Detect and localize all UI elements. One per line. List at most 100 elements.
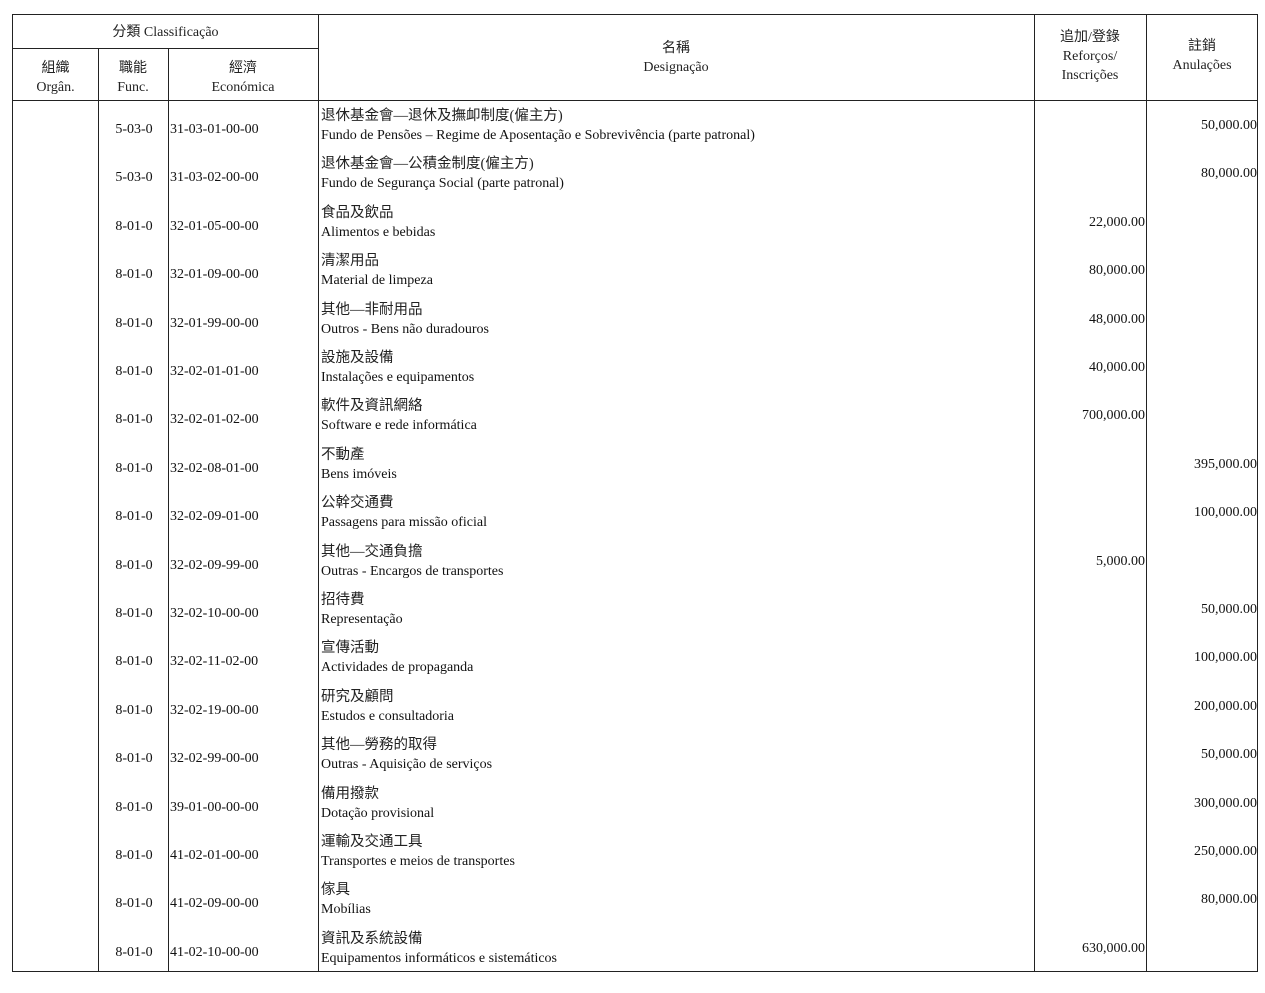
divider bbox=[98, 49, 99, 971]
header-econ: 經濟 Económica bbox=[168, 59, 318, 97]
designation-zh: 清潔用品 bbox=[321, 253, 379, 270]
econ-code: 41-02-09-00-00 bbox=[170, 896, 259, 912]
designation: 設施及設備 Instalações e equipamentos bbox=[321, 349, 474, 387]
designation-zh: 其他—交通負擔 bbox=[321, 543, 423, 560]
designation-zh: 食品及飲品 bbox=[321, 204, 394, 221]
designation-pt: Outras - Aquisição de serviços bbox=[321, 757, 493, 773]
econ-code: 32-02-10-00-00 bbox=[170, 606, 259, 621]
table-row: 8-01-0 32-02-10-00-00 招待費 Representação 50,0… bbox=[13, 585, 1259, 633]
header-designation: 名稱 Designação bbox=[318, 39, 1034, 77]
designation-pt: Passagens para missão oficial bbox=[321, 515, 488, 531]
econ-code: 32-02-09-01-00 bbox=[170, 509, 259, 525]
table-row: 8-01-0 32-02-99-00-00 其他—勞務的取得 Outras - Aqu… bbox=[13, 730, 1259, 778]
divider bbox=[1034, 15, 1035, 971]
econ-code: 41-02-01-00-00 bbox=[170, 848, 259, 863]
designation-zh: 研究及顧問 bbox=[321, 688, 394, 705]
func-code: 5-03-0 bbox=[115, 170, 153, 186]
func-code: 8-01-0 bbox=[115, 557, 153, 573]
designation-zh: 招待費 bbox=[321, 592, 365, 608]
designation-pt: Mobílias bbox=[321, 902, 371, 918]
anulacoes-amount: 395,000.00 bbox=[1194, 456, 1257, 472]
designation-pt: Material de limpeza bbox=[321, 273, 433, 289]
table-row: 8-01-0 32-02-08-01-00 不動產 Bens imóveis 395,0… bbox=[13, 440, 1259, 488]
designation-pt: Outros - Bens não duradouros bbox=[321, 321, 489, 337]
header-organ-zh: 組織 bbox=[41, 61, 70, 76]
designation: 公幹交通費 Passagens para missão oficial bbox=[321, 494, 487, 532]
anulacoes-amount: 80,000.00 bbox=[1201, 166, 1257, 182]
header-econ-zh: 經濟 bbox=[229, 61, 257, 76]
econ-code: 32-02-01-01-00 bbox=[170, 364, 259, 379]
table-row: 8-01-0 41-02-10-00-00 資訊及系統設備 Equipamentos … bbox=[13, 924, 1259, 972]
designation-pt: Representação bbox=[321, 612, 403, 627]
designation: 其他—非耐用品 Outros - Bens não duradouros bbox=[321, 301, 489, 339]
header-organ-pt: Orgân. bbox=[36, 80, 75, 95]
header-reforcos: 追加/登錄 Reforços/ Inscrições bbox=[1034, 28, 1146, 85]
table-row: 8-01-0 32-02-09-99-00 其他—交通負擔 Outras - Enca… bbox=[13, 537, 1259, 585]
anulacoes-amount: 250,000.00 bbox=[1194, 844, 1257, 859]
designation-zh: 資訊及系統設備 bbox=[321, 930, 423, 947]
econ-code: 32-01-09-00-00 bbox=[170, 267, 259, 283]
designation-pt: Bens imóveis bbox=[321, 466, 397, 482]
header-reforcos-zh: 追加/登錄 bbox=[1060, 30, 1120, 45]
func-code: 8-01-0 bbox=[115, 606, 153, 621]
header-anulacoes-zh: 註銷 bbox=[1188, 39, 1216, 54]
table-row: 8-01-0 41-02-09-00-00 傢具 Mobílias 80,000.00 bbox=[13, 875, 1259, 923]
table-row: 8-01-0 32-01-99-00-00 其他—非耐用品 Outros - Bens… bbox=[13, 295, 1259, 343]
header-reforcos-pt2: Inscrições bbox=[1061, 68, 1119, 83]
designation: 退休基金會—退休及撫卹制度(僱主方) Fundo de Pensões – Reg… bbox=[321, 107, 755, 145]
header-func: 職能 Func. bbox=[98, 59, 168, 97]
func-code: 5-03-0 bbox=[115, 122, 153, 137]
header-divider bbox=[13, 100, 1257, 101]
designation-pt: Alimentos e bebidas bbox=[321, 224, 436, 240]
func-code: 8-01-0 bbox=[115, 944, 153, 960]
header-organ: 組織 Orgân. bbox=[13, 59, 98, 97]
designation: 招待費 Representação bbox=[321, 591, 403, 629]
reforcos-amount: 22,000.00 bbox=[1089, 214, 1145, 230]
func-code: 8-01-0 bbox=[115, 654, 153, 670]
designation-zh: 設施及設備 bbox=[321, 350, 394, 366]
econ-code: 32-01-05-00-00 bbox=[170, 218, 259, 234]
designation-pt: Actividades de propaganda bbox=[321, 660, 474, 676]
func-code: 8-01-0 bbox=[115, 315, 153, 331]
designation: 軟件及資訊網絡 Software e rede informática bbox=[321, 397, 477, 435]
header-classification: 分類 Classificação bbox=[112, 25, 219, 40]
reforcos-amount: 5,000.00 bbox=[1096, 553, 1145, 569]
func-code: 8-01-0 bbox=[115, 460, 153, 476]
header-anulacoes-pt: Anulações bbox=[1172, 58, 1232, 73]
header-econ-pt: Económica bbox=[211, 80, 275, 95]
header-anulacoes: 註銷 Anulações bbox=[1146, 37, 1258, 75]
table-row: 5-03-0 31-03-02-00-00 退休基金會—公積金制度(僱主方) Fund… bbox=[13, 149, 1259, 197]
designation: 研究及顧問 Estudos e consultadoria bbox=[321, 688, 454, 726]
reforcos-amount: 80,000.00 bbox=[1089, 263, 1145, 279]
table-row: 8-01-0 32-02-09-01-00 公幹交通費 Passagens para … bbox=[13, 488, 1259, 536]
anulacoes-amount: 50,000.00 bbox=[1201, 747, 1257, 763]
anulacoes-amount: 50,000.00 bbox=[1201, 602, 1257, 617]
designation: 運輸及交通工具 Transportes e meios de transporte… bbox=[321, 833, 515, 871]
table-row: 8-01-0 39-01-00-00-00 備用撥款 Dotação provisio… bbox=[13, 779, 1259, 827]
econ-code: 32-02-19-00-00 bbox=[170, 702, 259, 718]
designation-zh: 宣傳活動 bbox=[321, 640, 379, 657]
econ-code: 39-01-00-00-00 bbox=[170, 799, 259, 815]
designation-zh: 運輸及交通工具 bbox=[321, 834, 423, 850]
designation-pt: Fundo de Segurança Social (parte patrona… bbox=[321, 176, 564, 192]
func-code: 8-01-0 bbox=[115, 799, 153, 815]
header-func-zh: 職能 bbox=[119, 61, 147, 76]
designation: 清潔用品 Material de limpeza bbox=[321, 252, 433, 290]
econ-code: 41-02-10-00-00 bbox=[170, 944, 259, 960]
designation-zh: 其他—勞務的取得 bbox=[321, 737, 437, 754]
reforcos-amount: 48,000.00 bbox=[1089, 311, 1145, 327]
header-reforcos-pt1: Reforços/ bbox=[1062, 49, 1118, 64]
econ-code: 32-01-99-00-00 bbox=[170, 315, 259, 331]
func-code: 8-01-0 bbox=[115, 702, 153, 718]
designation-zh: 備用撥款 bbox=[321, 785, 379, 802]
table-row: 8-01-0 32-02-01-01-00 設施及設備 Instalações e e… bbox=[13, 343, 1259, 391]
designation: 傢具 Mobílias bbox=[321, 881, 371, 919]
designation: 資訊及系統設備 Equipamentos informáticos e siste… bbox=[321, 930, 557, 968]
table-row: 8-01-0 32-02-01-02-00 軟件及資訊網絡 Software e re… bbox=[13, 391, 1259, 439]
table-row: 8-01-0 41-02-01-00-00 運輸及交通工具 Transportes e… bbox=[13, 827, 1259, 875]
table-row: 5-03-0 31-03-01-00-00 退休基金會—退休及撫卹制度(僱主方) Fu… bbox=[13, 101, 1259, 149]
designation-zh: 其他—非耐用品 bbox=[321, 301, 423, 318]
budget-table: 分類 Classificação 組織 Orgân. 職能 Func. 經濟 E… bbox=[12, 14, 1258, 972]
designation: 其他—交通負擔 Outras - Encargos de transportes bbox=[321, 543, 503, 581]
func-code: 8-01-0 bbox=[115, 412, 153, 428]
